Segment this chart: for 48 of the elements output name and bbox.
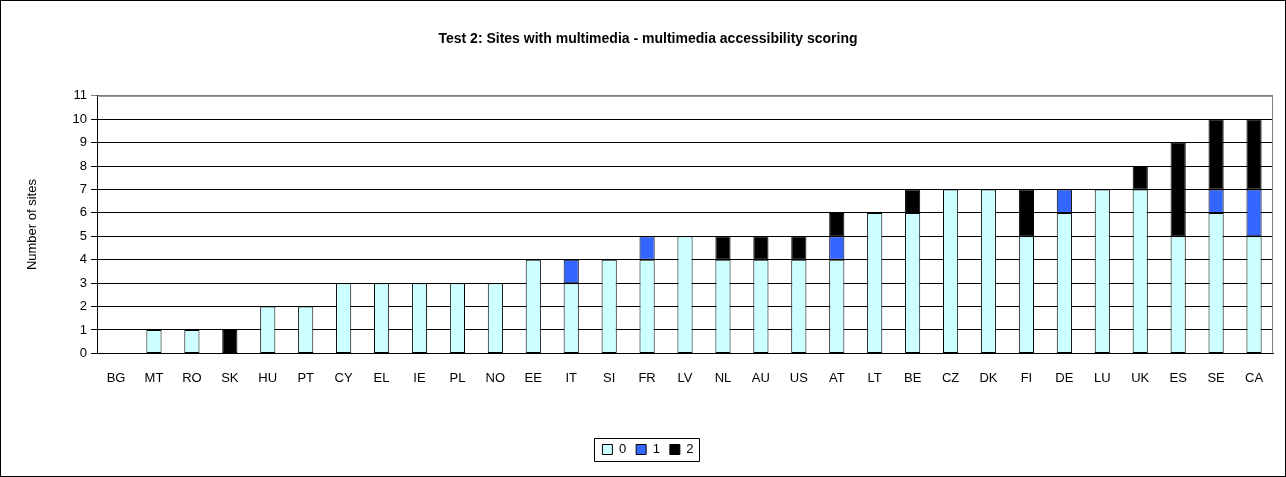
x-tick-label: PL [449, 369, 466, 385]
y-tick-label: 2 [79, 298, 88, 314]
x-tick-label: SK [221, 369, 239, 385]
y-tick-label: 4 [79, 251, 88, 267]
x-tick-label: BE [903, 369, 922, 385]
x-tick-label: PT [297, 369, 315, 385]
x-tick-label: HU [258, 369, 278, 385]
y-tick-label: 3 [79, 274, 88, 290]
x-tick-label: CZ [941, 369, 960, 385]
x-tick-label: DE [1055, 369, 1074, 385]
x-tick-label: MT [144, 369, 164, 385]
x-tick-label: AT [828, 369, 845, 385]
legend-label: 0 [618, 441, 627, 457]
x-tick-label: RO [182, 369, 202, 385]
y-tick-label: 8 [79, 157, 88, 173]
y-tick-label: 6 [79, 204, 88, 220]
legend-label: 2 [686, 441, 694, 457]
x-tick-label: NO [485, 369, 506, 385]
x-tick-label: FR [638, 369, 656, 385]
legend-label: 1 [652, 441, 660, 457]
x-tick-label: LV [677, 369, 693, 385]
x-tick-label: SI [603, 369, 616, 385]
x-tick-label: SE [1207, 369, 1226, 385]
x-tick-label: AU [751, 369, 770, 385]
y-tick-label: 9 [79, 134, 88, 150]
y-tick-label: 7 [79, 181, 88, 197]
y-tick-label: 5 [79, 227, 88, 243]
x-tick-label: LT [867, 369, 882, 385]
x-tick-label: IE [413, 369, 426, 385]
x-tick-label: CA [1245, 369, 1264, 385]
x-tick-label: LU [1093, 369, 1111, 385]
x-tick-label: FI [1020, 369, 1033, 385]
y-tick-label: 10 [72, 110, 88, 126]
y-axis-title: Number of sites [24, 178, 40, 271]
x-tick-label: CY [334, 369, 353, 385]
x-tick-label: EE [524, 369, 543, 385]
x-tick-label: BG [106, 369, 126, 385]
y-tick-label: 0 [79, 344, 88, 360]
x-tick-label: EL [373, 369, 390, 385]
y-tick-label: 1 [79, 321, 88, 337]
x-tick-label: NL [714, 369, 732, 385]
x-tick-label: DK [979, 369, 998, 385]
x-tick-label: ES [1169, 369, 1188, 385]
chart-title: Test 2: Sites with multimedia - multimedia accessibility scoring [438, 30, 858, 47]
x-tick-label: IT [565, 369, 578, 385]
x-tick-label: UK [1131, 369, 1150, 385]
y-tick-label: 11 [73, 87, 88, 103]
x-tick-label: US [789, 369, 809, 385]
